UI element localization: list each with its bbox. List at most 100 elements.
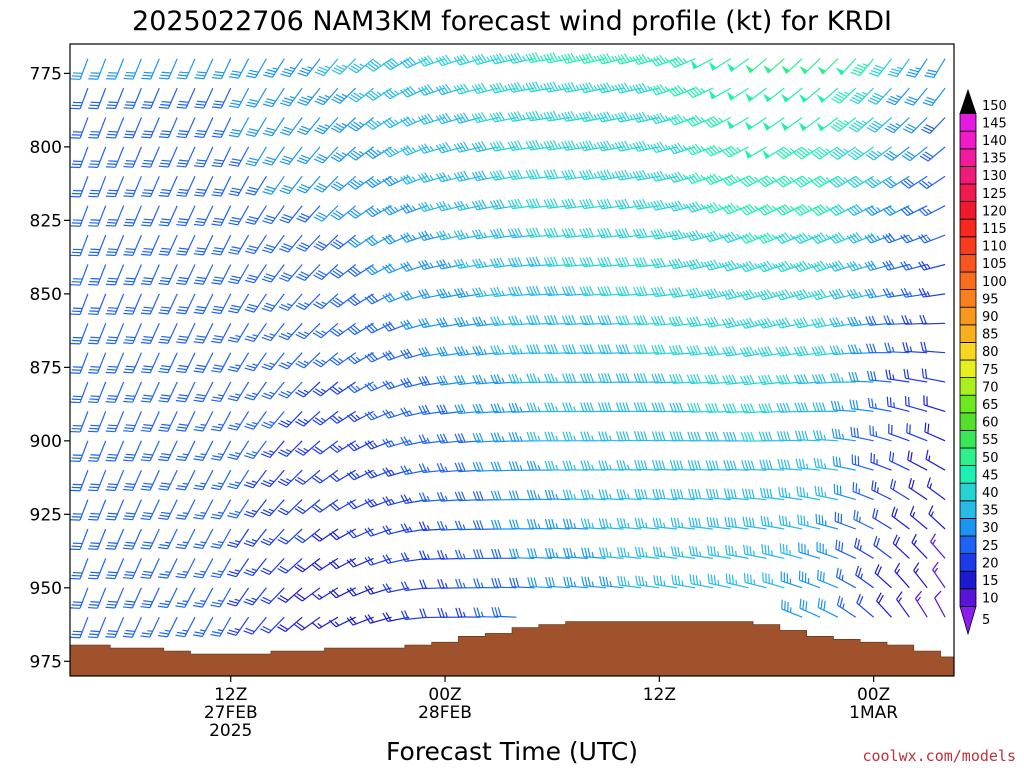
wind-barb [915, 590, 928, 618]
colorbar-label: 145 [982, 116, 1007, 131]
wind-barb [122, 558, 142, 580]
wind-barb [472, 432, 499, 443]
wind-barb [364, 556, 392, 566]
wind-barb [545, 576, 571, 589]
wind-barb [882, 205, 910, 216]
wind-barb [739, 289, 767, 301]
wind-barb [721, 317, 749, 329]
wind-barb [828, 204, 857, 216]
wind-barb [653, 575, 678, 589]
wind-barb [562, 402, 588, 413]
y-axis: 775 800 825 850 875 900 925 950 975 [30, 64, 70, 672]
wind-barb [279, 117, 303, 136]
wind-barb [596, 82, 624, 94]
wind-barb [279, 146, 303, 165]
wind-barb [260, 587, 285, 605]
wind-barb [669, 373, 696, 384]
wind-barb [543, 52, 571, 64]
wind-barb [311, 499, 339, 513]
wind-barb [924, 422, 946, 442]
wind-barb [228, 293, 250, 314]
wind-barb [830, 373, 856, 383]
wind-barb [105, 234, 125, 257]
wind-barb [348, 58, 374, 74]
wind-barb [581, 547, 606, 559]
wind-barb [70, 117, 89, 139]
wind-barb [382, 409, 410, 419]
wind-barb [436, 346, 463, 357]
wind-barb [330, 205, 357, 221]
wind-barb [471, 82, 499, 95]
wind-barb [775, 175, 803, 188]
wind-barb [722, 403, 749, 414]
wind-barb [382, 583, 410, 593]
wind-barb [779, 543, 803, 559]
wind-barb [932, 561, 946, 589]
wind-barb [175, 440, 196, 462]
wind-barb [526, 489, 553, 501]
wind-barb [122, 499, 142, 521]
wind-barb [836, 595, 857, 618]
wind-barb [847, 175, 874, 189]
wind-barb [261, 381, 285, 400]
wind-barb [70, 616, 89, 639]
wind-barb [294, 587, 321, 602]
wind-barb [382, 263, 410, 274]
wind-barb [632, 198, 660, 210]
wind-barb [260, 528, 285, 546]
wind-barb [211, 205, 232, 227]
y-tick-label: 825 [30, 211, 62, 231]
wind-barb [227, 352, 250, 373]
wind-barb [311, 587, 339, 600]
wind-barb [245, 175, 267, 196]
wind-barb [418, 434, 446, 445]
wind-barb [227, 411, 250, 431]
wind-barb [525, 139, 553, 151]
wind-barb [865, 315, 892, 326]
wind-barb [472, 345, 499, 356]
wind-barb [525, 227, 553, 238]
wind-barb [105, 264, 125, 286]
wind-barb [140, 469, 160, 491]
wind-barb [140, 234, 160, 256]
wind-barb [543, 169, 571, 180]
wind-barb [775, 374, 803, 385]
wind-barb [105, 411, 125, 433]
wind-barb [210, 587, 232, 608]
wind-barb [331, 58, 357, 75]
wind-barb [704, 115, 732, 128]
wind-barb [580, 489, 606, 501]
wind-barb [759, 459, 785, 471]
wind-barb [775, 345, 803, 357]
wind-barb [579, 315, 606, 326]
wind-barb [903, 368, 928, 383]
wind-barb [864, 288, 892, 299]
wind-barb [262, 205, 285, 225]
wind-barb [598, 489, 624, 501]
wind-barb [88, 411, 107, 433]
wind-barb [811, 345, 838, 357]
wind-barb [400, 377, 428, 388]
wind-barb [243, 528, 267, 547]
wind-barb [70, 234, 89, 257]
wind-barb [706, 488, 731, 501]
wind-barb [543, 81, 571, 93]
wind-barb [210, 469, 232, 491]
colorbar-swatch [959, 465, 977, 484]
wind-barb [193, 469, 214, 491]
wind-barb [778, 487, 803, 501]
wind-barb [686, 86, 714, 99]
wind-barb [668, 171, 696, 183]
wind-barb [176, 117, 196, 139]
wind-barb [651, 344, 678, 355]
wind-barb [278, 293, 303, 312]
wind-barb [868, 58, 892, 77]
wind-barb [633, 373, 660, 384]
wind-barb [883, 175, 910, 189]
wind-barb [294, 469, 321, 485]
wind-barb [210, 499, 232, 520]
wind-barb [175, 411, 196, 432]
y-tick-label: 775 [30, 64, 62, 84]
wind-barb [295, 264, 321, 281]
wind-barb [757, 317, 785, 329]
